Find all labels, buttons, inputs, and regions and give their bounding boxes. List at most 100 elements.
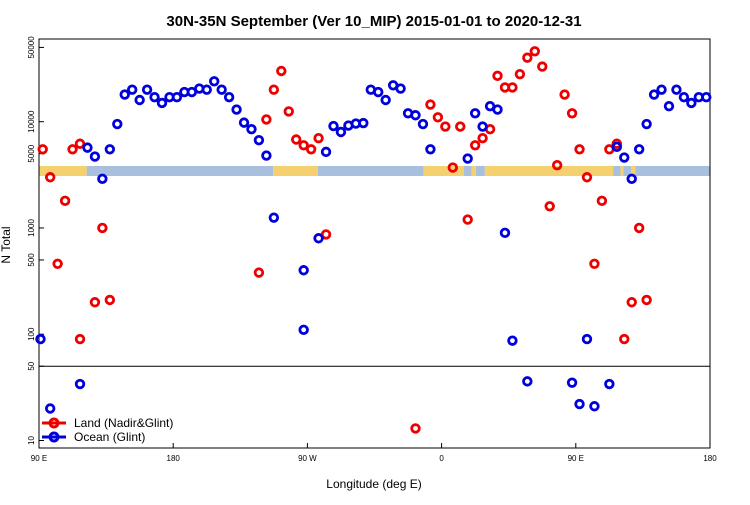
ocean-point bbox=[253, 134, 265, 146]
ocean-point bbox=[126, 84, 138, 95]
land-point bbox=[626, 297, 637, 308]
y-tick-label: 100 bbox=[27, 327, 36, 341]
land-point bbox=[447, 162, 458, 173]
strip-segment-land bbox=[630, 166, 636, 176]
ocean-point bbox=[358, 117, 369, 129]
ocean-point bbox=[507, 335, 518, 346]
ocean-point bbox=[633, 144, 645, 155]
ocean-point bbox=[313, 233, 324, 244]
land-point bbox=[492, 70, 503, 82]
ocean-point bbox=[35, 333, 46, 345]
land-point bbox=[305, 144, 317, 155]
ocean-point bbox=[156, 97, 168, 109]
ocean-point bbox=[626, 173, 637, 185]
land-point bbox=[74, 333, 86, 345]
strip-segment-ocean bbox=[613, 166, 621, 176]
legend: Land (Nadir&Glint) Ocean (Glint) bbox=[42, 416, 173, 444]
data-points bbox=[35, 46, 712, 434]
land-point bbox=[633, 222, 645, 234]
legend-land-label: Land (Nadir&Glint) bbox=[74, 416, 173, 430]
ocean-point bbox=[641, 118, 652, 130]
land-point bbox=[551, 159, 563, 171]
ocean-point bbox=[425, 144, 436, 155]
ocean-point bbox=[201, 84, 212, 95]
land-point bbox=[37, 144, 48, 155]
land-point bbox=[477, 132, 488, 144]
land-point bbox=[313, 132, 324, 144]
land-point bbox=[59, 195, 71, 207]
land-point bbox=[514, 68, 526, 80]
land-point bbox=[566, 108, 578, 119]
strip-segment-land bbox=[484, 166, 614, 176]
ocean-point bbox=[223, 92, 235, 103]
ocean-point bbox=[648, 89, 660, 100]
land-point bbox=[44, 172, 56, 183]
land-point bbox=[544, 201, 555, 212]
ocean-point bbox=[104, 144, 116, 155]
ocean-point bbox=[395, 83, 406, 94]
ocean-point bbox=[611, 141, 623, 153]
x-tick-label: 180 bbox=[167, 454, 181, 463]
strip-segment-land bbox=[620, 166, 624, 176]
ocean-point bbox=[686, 97, 697, 109]
strip-segment-ocean bbox=[86, 166, 274, 176]
ocean-point bbox=[678, 92, 690, 103]
land-point bbox=[89, 297, 101, 308]
x-axis-label: Longitude (deg E) bbox=[326, 477, 421, 491]
ocean-point bbox=[469, 108, 481, 119]
ocean-point bbox=[268, 212, 280, 223]
x-tick-label: 180 bbox=[703, 454, 717, 463]
y-axis-label: N Total bbox=[0, 226, 13, 263]
ocean-point bbox=[74, 378, 86, 390]
ocean-point bbox=[261, 150, 272, 161]
ocean-point bbox=[89, 151, 101, 162]
land-point bbox=[425, 99, 436, 110]
y-tick-label: 10000 bbox=[27, 110, 36, 133]
ocean-point bbox=[656, 84, 667, 95]
land-point bbox=[97, 222, 108, 234]
land-point bbox=[619, 333, 630, 345]
y-tick-label: 5000 bbox=[27, 144, 36, 162]
land-point bbox=[104, 294, 116, 306]
strip-segment-ocean bbox=[317, 166, 424, 176]
ocean-point bbox=[701, 92, 712, 103]
land-point bbox=[298, 140, 309, 151]
x-tick-label: 90 E bbox=[568, 454, 584, 463]
land-point bbox=[291, 134, 302, 145]
land-point bbox=[455, 121, 466, 132]
ocean-point bbox=[298, 265, 309, 276]
land-point bbox=[559, 89, 570, 100]
ocean-point bbox=[373, 86, 384, 98]
land-point bbox=[440, 121, 451, 132]
legend-ocean-marker bbox=[48, 431, 60, 443]
strip-segment-ocean bbox=[635, 166, 710, 176]
ocean-point bbox=[112, 118, 123, 130]
x-tick-label: 90 W bbox=[298, 454, 317, 463]
ocean-point bbox=[141, 84, 153, 95]
ocean-point bbox=[44, 403, 56, 414]
land-point bbox=[537, 61, 548, 72]
land-point bbox=[574, 144, 585, 155]
ocean-point bbox=[410, 110, 421, 121]
land-point bbox=[596, 195, 608, 207]
ocean-point bbox=[619, 152, 630, 163]
y-axis-ticks: 10 50 100 500 1000 5000 10000 50000 bbox=[27, 36, 44, 445]
land-point bbox=[261, 114, 272, 125]
y-tick-label: 500 bbox=[27, 253, 36, 267]
ocean-point bbox=[97, 173, 108, 185]
land-point bbox=[320, 229, 332, 240]
chart-title: 30N-35N September (Ver 10_MIP) 2015-01-0… bbox=[166, 13, 581, 30]
x-tick-label: 0 bbox=[439, 454, 444, 463]
ocean-point bbox=[581, 333, 593, 345]
strip-segment-land bbox=[39, 166, 87, 176]
ocean-point bbox=[231, 104, 242, 115]
land-point bbox=[589, 258, 600, 270]
ocean-point bbox=[522, 376, 533, 387]
legend-land-marker bbox=[48, 417, 60, 429]
ocean-point bbox=[663, 100, 675, 112]
land-point bbox=[268, 84, 280, 95]
strip-segment-ocean bbox=[623, 166, 631, 176]
strip-segment-ocean bbox=[463, 166, 472, 176]
